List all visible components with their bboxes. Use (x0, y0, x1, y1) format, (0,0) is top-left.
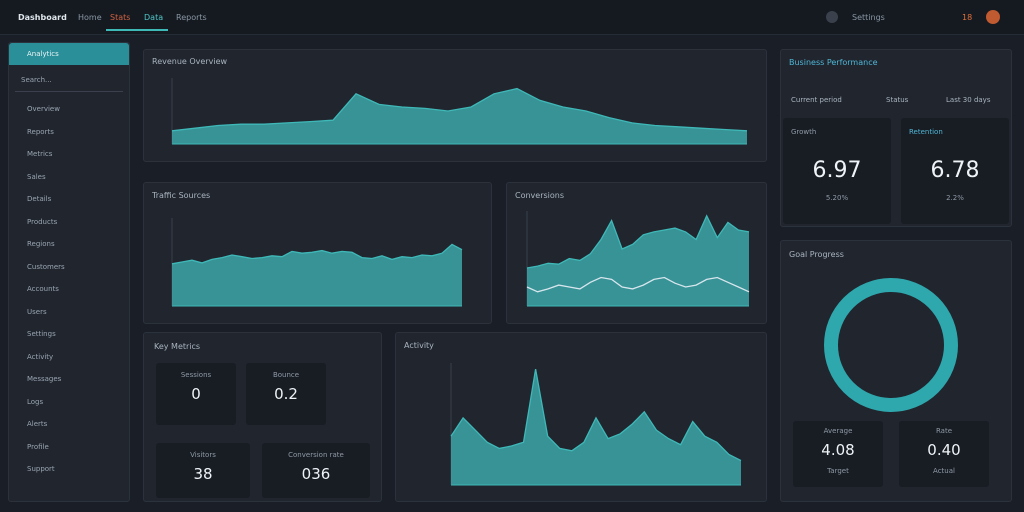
line (171, 243, 463, 265)
sidebar-item[interactable]: Overview (27, 105, 60, 113)
stat-tile: Conversion rate 036 (262, 443, 370, 498)
metric-sub: Target (827, 467, 849, 475)
metric-card: Average 4.08 Target (793, 421, 883, 487)
metric-value: 0.40 (927, 441, 961, 459)
nav-item[interactable]: Stats (110, 13, 131, 22)
sidebar-title: Analytics (27, 50, 59, 58)
sidebar-item[interactable]: Settings (27, 330, 56, 338)
nav-item[interactable]: Home (78, 13, 102, 22)
panel-title: Business Performance (789, 58, 878, 67)
panel-title: Goal Progress (789, 250, 844, 259)
panel: Revenue Overview (143, 49, 767, 162)
stat-label: Bounce (272, 371, 300, 379)
metric-label: Retention (909, 128, 943, 136)
sidebar-item[interactable]: Metrics (27, 150, 53, 158)
metric-value: 6.78 (930, 158, 980, 183)
stat-value: 0.2 (274, 385, 298, 403)
sidebar-item[interactable]: Profile (27, 442, 49, 451)
donut (824, 278, 958, 412)
sidebar-item[interactable]: Customers (27, 262, 65, 271)
brand: Dashboard (18, 13, 67, 22)
sidebar-item[interactable]: Users (27, 307, 47, 316)
sidebar-item[interactable]: Sales (27, 172, 46, 181)
divider (15, 91, 123, 92)
nav-item[interactable]: Data (144, 13, 164, 22)
area (172, 244, 462, 306)
sidebar-item[interactable]: Logs (27, 397, 44, 406)
icon[interactable] (826, 11, 838, 23)
panel: Conversions (506, 182, 767, 324)
metric-sub: 2.2% (946, 194, 964, 202)
metric-sub: 5.20% (825, 194, 849, 202)
sidebar-header (9, 43, 129, 65)
metric-label: Rate (935, 427, 953, 435)
metric-label: Growth (791, 128, 817, 136)
sidebar-item[interactable]: Regions (27, 240, 55, 248)
sidebar-item[interactable]: Activity (27, 352, 54, 361)
stats-panel: Key Metrics Sessions 0 Bounce 0.2 Visitors… (143, 332, 382, 502)
sidebar: Analytics Search... Overview Reports Metri… (8, 42, 130, 502)
line (526, 276, 750, 293)
chart (450, 363, 742, 486)
metric-card: Retention 6.78 2.2% (901, 118, 1009, 224)
badge: 18 (962, 13, 973, 22)
chart (171, 218, 463, 307)
area (451, 369, 741, 485)
metric-card: Rate 0.40 Actual (899, 421, 989, 487)
panel-title: Traffic Sources (152, 191, 211, 200)
stat-label: Visitors (190, 451, 216, 459)
sidebar-item[interactable]: Details (27, 195, 52, 203)
panel: Traffic Sources (143, 182, 492, 324)
stat-label: Sessions (180, 371, 212, 379)
chart (526, 211, 750, 307)
user-menu[interactable]: Settings (852, 13, 885, 22)
stat-value: 38 (193, 465, 213, 483)
area (527, 215, 749, 306)
panel-title: Revenue Overview (152, 57, 228, 66)
metric-value: 6.97 (812, 158, 862, 183)
search-box[interactable]: Search... (21, 76, 52, 84)
stat-label: Conversion rate (288, 451, 344, 459)
stat-value: 0 (191, 385, 201, 403)
sidebar-item[interactable]: Accounts (27, 285, 59, 293)
stat-tile: Sessions 0 (156, 363, 236, 425)
metric-label: Average (823, 427, 853, 435)
panel-title: Activity (404, 341, 434, 350)
sidebar-item[interactable]: Alerts (27, 420, 48, 428)
nav-item[interactable]: Reports (176, 13, 207, 22)
panel-title: Conversions (515, 191, 565, 200)
ring-panel: Goal Progress Average 4.08 Target Rate 0.40… (780, 240, 1012, 502)
top-bar: Dashboard Home Stats Data Reports Settin… (0, 0, 1024, 35)
nav-underline (106, 29, 168, 31)
panel: Activity (395, 332, 767, 502)
metric-sub: Actual (933, 467, 955, 475)
stat-tile: Visitors 38 (156, 443, 250, 498)
sidebar-item[interactable]: Messages (27, 375, 62, 383)
summary-sub: Status (886, 96, 909, 104)
panel-title: Key Metrics (154, 342, 201, 351)
metric-card: Growth 6.97 5.20% (783, 118, 891, 224)
avatar[interactable] (986, 10, 1000, 24)
metric-value: 4.08 (821, 441, 855, 459)
summary-sub: Last 30 days (946, 96, 991, 104)
sidebar-item[interactable]: Support (27, 465, 55, 473)
chart (171, 78, 748, 145)
summary-sub: Current period (791, 96, 842, 104)
stat-tile: Bounce 0.2 (246, 363, 326, 425)
summary-panel: Business Performance Current period Stat… (780, 49, 1012, 227)
area (172, 88, 747, 144)
line (171, 87, 748, 132)
sidebar-item[interactable]: Reports (27, 127, 54, 136)
stat-value: 036 (301, 465, 331, 483)
line (450, 368, 742, 462)
sidebar-item[interactable]: Products (27, 217, 58, 226)
donut-ring (824, 278, 958, 412)
line (526, 214, 750, 269)
